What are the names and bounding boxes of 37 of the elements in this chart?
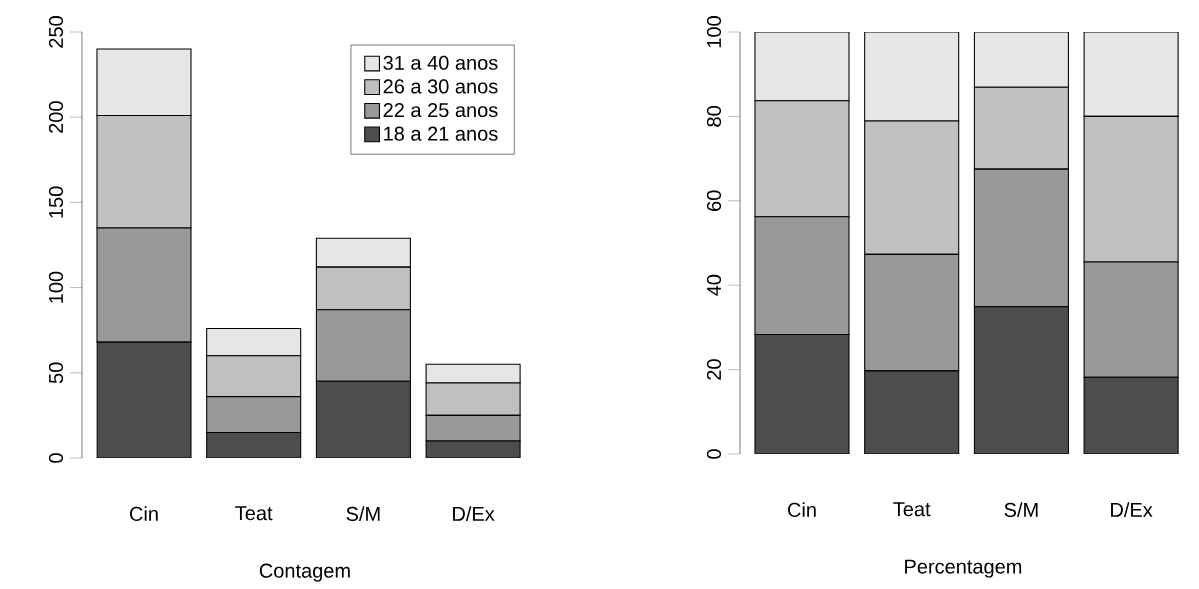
bar xyxy=(864,31,960,122)
bar xyxy=(754,334,849,454)
y-tick-label: 80 xyxy=(706,106,722,127)
bar xyxy=(96,342,191,458)
bar xyxy=(864,370,959,454)
x-tick-label: S/M xyxy=(346,506,380,521)
y-tick-label: 0 xyxy=(48,453,64,463)
y-tick-label: 20 xyxy=(706,359,722,380)
bar xyxy=(754,31,850,102)
y-tick-label: 50 xyxy=(48,362,64,384)
y-tick-label: 200 xyxy=(48,101,64,133)
x-axis-title: Percentagem xyxy=(905,559,1022,578)
y-tick-label: 250 xyxy=(48,16,64,48)
x-tick-label: Teat xyxy=(235,506,273,521)
x-tick-label: D/Ex xyxy=(1111,502,1153,517)
bar xyxy=(206,432,301,458)
bar xyxy=(974,306,1069,454)
y-tick-label: 0 xyxy=(706,449,722,459)
y-tick-label: 100 xyxy=(48,271,64,303)
bar xyxy=(1083,376,1179,454)
legend-label: 31 a 40 anos xyxy=(383,55,498,70)
x-tick-label: Cin xyxy=(130,506,158,521)
bar xyxy=(973,31,1069,88)
x-axis-title: Contagem xyxy=(259,563,350,582)
legend-label: 22 a 25 anos xyxy=(383,102,498,118)
bar xyxy=(316,381,411,458)
x-tick-label: Teat xyxy=(893,502,931,517)
bar xyxy=(1083,31,1179,117)
y-tick-label: 150 xyxy=(48,186,64,218)
legend-label: 18 a 21 anos xyxy=(384,126,498,141)
x-tick-label: S/M xyxy=(1004,502,1038,517)
y-tick-label: 60 xyxy=(706,190,722,211)
legend-label: 26 a 30 anos xyxy=(383,79,498,94)
y-tick-label: 100 xyxy=(706,16,722,48)
x-tick-label: Cin xyxy=(788,502,816,517)
x-tick-label: D/Ex xyxy=(453,506,495,521)
y-tick-label: 40 xyxy=(706,274,722,296)
